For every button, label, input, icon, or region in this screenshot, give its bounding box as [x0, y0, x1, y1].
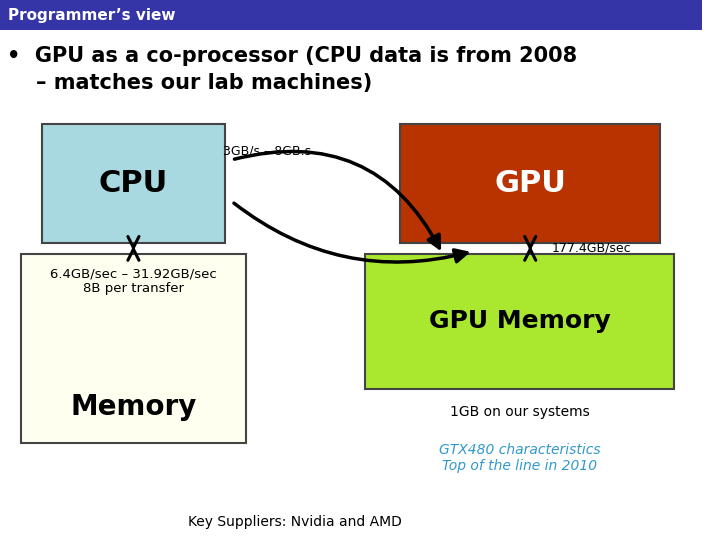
Bar — [400, 124, 660, 243]
Bar — [42, 124, 225, 243]
Text: – matches our lab machines): – matches our lab machines) — [7, 73, 372, 93]
Text: Programmer’s view: Programmer’s view — [9, 8, 176, 23]
Text: GPU: GPU — [495, 169, 566, 198]
Bar — [0, 0, 702, 30]
Text: GPU Memory: GPU Memory — [429, 309, 611, 333]
Text: •  GPU as a co-processor (CPU data is from 2008: • GPU as a co-processor (CPU data is fro… — [7, 46, 577, 66]
Text: 1GB on our systems: 1GB on our systems — [450, 405, 590, 419]
Bar — [21, 254, 246, 443]
FancyArrowPatch shape — [235, 151, 439, 248]
Text: Key Suppliers: Nvidia and AMD: Key Suppliers: Nvidia and AMD — [188, 515, 402, 529]
Text: 3GB/s – 8GB.s: 3GB/s – 8GB.s — [222, 145, 311, 158]
Text: 177.4GB/sec: 177.4GB/sec — [552, 242, 631, 255]
Text: CPU: CPU — [99, 169, 168, 198]
FancyArrowPatch shape — [234, 203, 467, 262]
Text: Memory: Memory — [71, 393, 197, 421]
Text: 6.4GB/sec – 31.92GB/sec
8B per transfer: 6.4GB/sec – 31.92GB/sec 8B per transfer — [50, 267, 217, 295]
Bar — [365, 254, 674, 389]
Text: GTX480 characteristics
Top of the line in 2010: GTX480 characteristics Top of the line i… — [439, 443, 600, 473]
